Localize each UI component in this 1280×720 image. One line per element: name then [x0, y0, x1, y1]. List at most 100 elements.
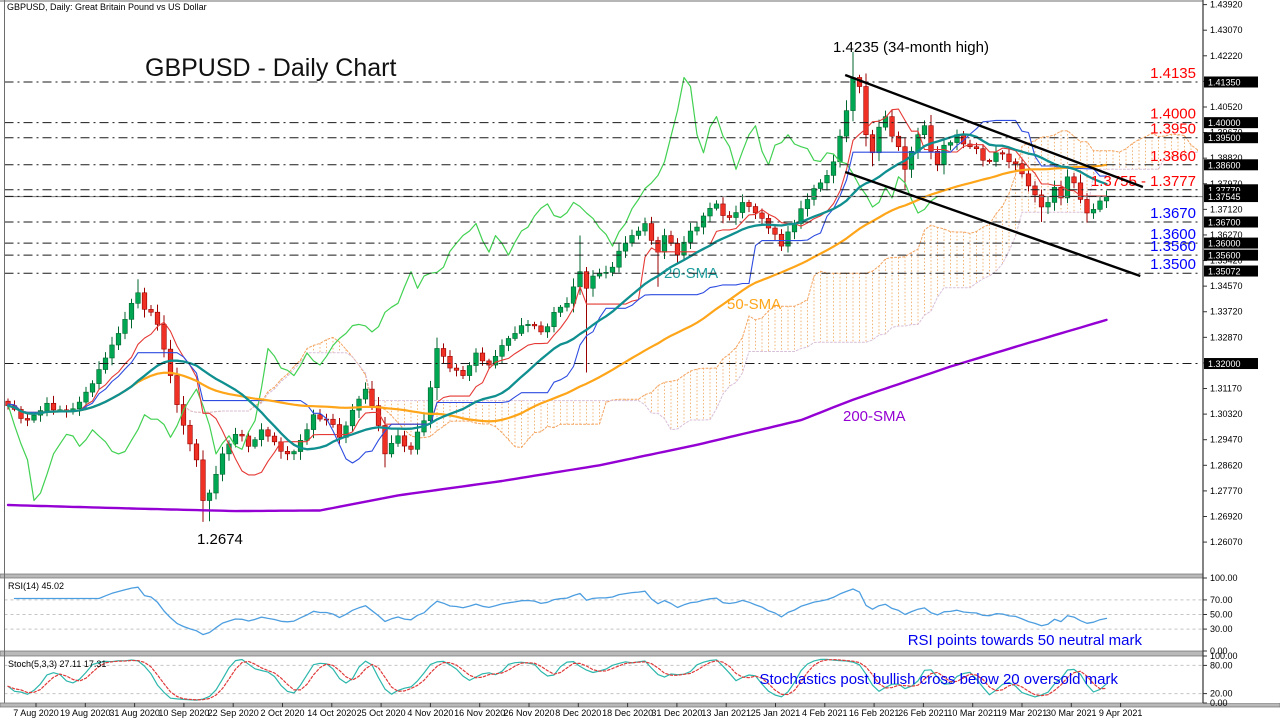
rsi-indicator-label: RSI(14) 45.02 — [8, 581, 64, 591]
level-label: 1.3950 — [1150, 121, 1196, 138]
sma200-label: 200-SMA — [843, 408, 906, 425]
svg-text:1.35600: 1.35600 — [1208, 251, 1241, 261]
stoch-d-line — [7, 658, 1108, 701]
senkou-span-b-line — [176, 151, 1198, 431]
pane-separator[interactable] — [0, 573, 1204, 579]
level-label: 1.3670 — [1150, 205, 1196, 222]
rsi-line — [13, 586, 1108, 636]
x-axis-date-label: 16 Nov 2020 — [454, 708, 505, 718]
y-axis-tick-label: 1.43920 — [1210, 0, 1243, 10]
svg-text:1.36700: 1.36700 — [1208, 218, 1241, 228]
x-axis-date-label: 13 Jan 2021 — [701, 708, 751, 718]
pane-separator — [0, 702, 1280, 708]
stoch-axis-tick-label: 0.00 — [1210, 698, 1228, 708]
x-axis-date-label: 26 Nov 2020 — [503, 708, 554, 718]
rsi-axis-tick-label: 30.00 — [1210, 624, 1233, 634]
svg-text:1.36000: 1.36000 — [1208, 239, 1241, 249]
x-axis-date-label: 4 Feb 2021 — [802, 708, 848, 718]
level-label: 1.3560 — [1150, 238, 1196, 255]
x-axis-date-label: 18 Dec 2020 — [602, 708, 653, 718]
x-axis-date-label: 25 Oct 2020 — [357, 708, 406, 718]
x-axis-date-label: 14 Oct 2020 — [307, 708, 356, 718]
level-label: 1.4135 — [1150, 65, 1196, 82]
channel-upper-trendline[interactable] — [844, 73, 1144, 189]
svg-text:1.39500: 1.39500 — [1208, 133, 1241, 143]
svg-text:1.32000: 1.32000 — [1208, 359, 1241, 369]
price-axis-box: 1.36000 — [1204, 237, 1258, 249]
x-axis-date-label: 22 Sep 2020 — [208, 708, 259, 718]
candlesticks — [5, 51, 1110, 522]
level-label: 1.3500 — [1150, 256, 1196, 273]
x-axis-date-label: 16 Feb 2021 — [849, 708, 900, 718]
svg-text:1.37770: 1.37770 — [1208, 185, 1241, 195]
stoch-note: Stochastics post bullish cross below 20 … — [760, 671, 1119, 688]
stoch-axis-tick-label: 100.00 — [1210, 651, 1238, 661]
price-axis-box: 1.37770 — [1204, 184, 1258, 196]
price-axis-box: 1.35600 — [1204, 249, 1258, 261]
y-axis-tick-label: 1.37120 — [1210, 204, 1243, 214]
y-axis-tick-label: 1.33720 — [1210, 307, 1243, 317]
stoch-axis-tick-label: 20.00 — [1210, 689, 1233, 699]
y-axis-tick-label: 1.42220 — [1210, 51, 1243, 61]
low-annotation: 1.2674 — [197, 531, 243, 548]
svg-text:1.40000: 1.40000 — [1208, 118, 1241, 128]
sma-20-line — [6, 133, 1108, 451]
y-axis-tick-label: 1.31170 — [1210, 384, 1242, 394]
rsi-pane[interactable] — [4, 586, 1204, 636]
x-axis-date-label: 10 Sep 2020 — [158, 708, 209, 718]
x-axis-date-label: 19 Mar 2021 — [997, 708, 1048, 718]
level-label: 1.3600 — [1150, 226, 1196, 243]
sma50-label: 50-SMA — [727, 296, 781, 313]
price-axis[interactable]: 1.439201.430701.422201.413701.405201.396… — [1202, 0, 1280, 708]
price-axis-box: 1.40000 — [1204, 117, 1258, 129]
sma-200-line — [6, 318, 1108, 513]
y-axis-tick-label: 1.30320 — [1210, 409, 1243, 419]
y-axis-tick-label: 1.26070 — [1210, 537, 1243, 547]
descending-channel[interactable] — [844, 73, 1144, 278]
rsi-axis-tick-label: 100.00 — [1210, 573, 1238, 583]
peak-annotation: 1.4235 (34-month high) — [833, 39, 989, 56]
level-label: 1.3860 — [1150, 148, 1196, 165]
pane-separator[interactable] — [0, 650, 1204, 657]
x-axis-date-label: 10 Mar 2021 — [947, 708, 998, 718]
y-axis-tick-label: 1.43070 — [1210, 25, 1243, 35]
y-axis-tick-label: 1.36270 — [1210, 230, 1243, 240]
rsi-axis-tick-label: 0.00 — [1210, 646, 1228, 656]
svg-text:1.41350: 1.41350 — [1208, 77, 1241, 87]
y-axis-tick-label: 1.28620 — [1210, 460, 1243, 470]
symbol-info-label: GBPUSD, Daily: Great Britain Pound vs US… — [7, 2, 207, 12]
rsi-axis-tick-label: 70.00 — [1210, 595, 1233, 605]
sma-50-line — [6, 163, 1108, 423]
x-axis-date-label: 31 Aug 2020 — [109, 708, 160, 718]
level-label: 1.4000 — [1150, 106, 1196, 123]
x-axis-date-label: 9 Apr 2021 — [1099, 708, 1143, 718]
y-axis-tick-label: 1.32870 — [1210, 332, 1243, 342]
price-axis-box: 1.36700 — [1204, 216, 1258, 228]
price-axis-box: 1.37545 — [1204, 191, 1258, 203]
x-axis-date-label: 2 Oct 2020 — [260, 708, 304, 718]
rsi-note: RSI points towards 50 neutral mark — [908, 632, 1143, 649]
channel-lower-trendline[interactable] — [844, 170, 1141, 278]
y-axis-tick-label: 1.40520 — [1210, 102, 1243, 112]
rsi-axis-tick-label: 50.00 — [1210, 610, 1233, 620]
x-axis-date-label: 31 Dec 2020 — [651, 708, 702, 718]
svg-text:1.38600: 1.38600 — [1208, 160, 1241, 170]
level-label: 1.3755 - 1.3777 — [1091, 173, 1196, 190]
x-axis-date-label: 25 Jan 2021 — [751, 708, 801, 718]
price-axis-box: 1.41350 — [1204, 76, 1258, 88]
x-axis-date-label: 19 Aug 2020 — [60, 708, 111, 718]
x-axis-date-label: 7 Aug 2020 — [13, 708, 59, 718]
y-axis-tick-label: 1.38820 — [1210, 153, 1243, 163]
svg-text:1.37545: 1.37545 — [1208, 192, 1241, 202]
y-axis-tick-label: 1.34570 — [1210, 281, 1243, 291]
price-axis-box: 1.32000 — [1204, 358, 1258, 370]
chart-title: GBPUSD - Daily Chart — [145, 54, 396, 82]
stochastic-pane[interactable] — [4, 658, 1204, 701]
y-axis-tick-label: 1.29470 — [1210, 435, 1243, 445]
